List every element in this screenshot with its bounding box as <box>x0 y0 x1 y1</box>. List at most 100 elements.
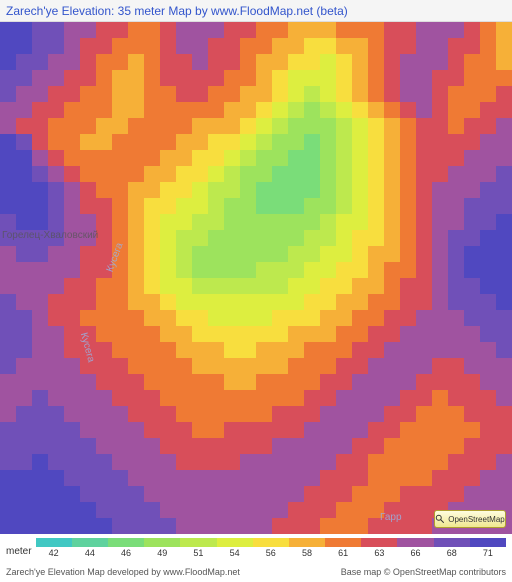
heatmap-cell <box>208 438 224 454</box>
heatmap-cell <box>400 518 416 534</box>
heatmap-cell <box>480 54 496 70</box>
heatmap-cell <box>208 22 224 38</box>
heatmap-cell <box>272 454 288 470</box>
heatmap-cell <box>256 54 272 70</box>
heatmap-cell <box>496 182 512 198</box>
heatmap-cell <box>16 70 32 86</box>
legend-entry: 42 <box>36 538 72 558</box>
heatmap-cell <box>32 230 48 246</box>
heatmap-cell <box>48 502 64 518</box>
heatmap-cell <box>432 374 448 390</box>
legend-tick: 54 <box>230 548 240 558</box>
heatmap-cell <box>80 406 96 422</box>
heatmap-cell <box>288 262 304 278</box>
heatmap-cell <box>128 102 144 118</box>
heatmap-cell <box>160 22 176 38</box>
heatmap-cell <box>320 422 336 438</box>
heatmap-cell <box>432 262 448 278</box>
heatmap-cell <box>112 182 128 198</box>
heatmap-cell <box>112 326 128 342</box>
heatmap-cell <box>416 150 432 166</box>
heatmap-cell <box>400 214 416 230</box>
heatmap-cell <box>496 246 512 262</box>
heatmap-cell <box>464 38 480 54</box>
heatmap-cell <box>304 406 320 422</box>
heatmap-cell <box>480 326 496 342</box>
heatmap-cell <box>272 230 288 246</box>
heatmap-cell <box>128 518 144 534</box>
heatmap-cell <box>192 102 208 118</box>
heatmap-cell <box>224 102 240 118</box>
heatmap-cell <box>304 102 320 118</box>
heatmap-cell <box>160 310 176 326</box>
heatmap-cell <box>128 246 144 262</box>
heatmap-cell <box>288 230 304 246</box>
heatmap-cell <box>112 262 128 278</box>
heatmap-cell <box>304 486 320 502</box>
heatmap-cell <box>96 102 112 118</box>
heatmap-cell <box>288 70 304 86</box>
heatmap-cell <box>144 86 160 102</box>
heatmap-cell <box>480 102 496 118</box>
heatmap-cell <box>304 54 320 70</box>
legend-swatch <box>108 538 144 547</box>
heatmap-cell <box>336 38 352 54</box>
heatmap-cell <box>64 198 80 214</box>
heatmap-cell <box>416 134 432 150</box>
heatmap-cell <box>480 134 496 150</box>
heatmap-cell <box>64 502 80 518</box>
heatmap-cell <box>304 38 320 54</box>
heatmap-cell <box>480 422 496 438</box>
heatmap-cell <box>240 278 256 294</box>
heatmap-cell <box>352 422 368 438</box>
heatmap-cell <box>96 342 112 358</box>
openstreetmap-badge[interactable]: OpenStreetMap <box>434 510 506 528</box>
elevation-legend: meter 42444649515456586163666871 <box>0 534 512 562</box>
heatmap-cell <box>352 118 368 134</box>
heatmap-cell <box>336 70 352 86</box>
heatmap-cell <box>336 198 352 214</box>
heatmap-cell <box>128 182 144 198</box>
heatmap-cell <box>64 342 80 358</box>
heatmap-cell <box>240 390 256 406</box>
heatmap-cell <box>352 22 368 38</box>
heatmap-cell <box>128 22 144 38</box>
heatmap-cell <box>368 502 384 518</box>
heatmap-cell <box>96 150 112 166</box>
legend-entry: 54 <box>217 538 253 558</box>
heatmap-cell <box>112 470 128 486</box>
heatmap-cell <box>368 214 384 230</box>
heatmap-cell <box>464 390 480 406</box>
heatmap-cell <box>176 70 192 86</box>
heatmap-cell <box>0 182 16 198</box>
heatmap-cell <box>224 358 240 374</box>
heatmap-cell <box>448 86 464 102</box>
heatmap-cell <box>240 22 256 38</box>
heatmap-cell <box>224 70 240 86</box>
heatmap-cell <box>208 518 224 534</box>
heatmap-cell <box>16 502 32 518</box>
heatmap-cell <box>144 102 160 118</box>
heatmap-cell <box>208 70 224 86</box>
heatmap-cell <box>336 22 352 38</box>
heatmap-cell <box>304 310 320 326</box>
heatmap-cell <box>0 326 16 342</box>
search-icon <box>435 514 445 524</box>
heatmap-cell <box>176 310 192 326</box>
heatmap-cell <box>400 342 416 358</box>
legend-entry: 68 <box>434 538 470 558</box>
heatmap-cell <box>384 326 400 342</box>
heatmap-cell <box>48 438 64 454</box>
heatmap-cell <box>256 358 272 374</box>
heatmap-cell <box>32 374 48 390</box>
heatmap-cell <box>480 198 496 214</box>
heatmap-cell <box>80 342 96 358</box>
heatmap-cell <box>304 150 320 166</box>
heatmap-cell <box>128 310 144 326</box>
heatmap-cell <box>48 390 64 406</box>
heatmap-cell <box>432 166 448 182</box>
heatmap-cell <box>272 246 288 262</box>
heatmap-cell <box>32 70 48 86</box>
heatmap-cell <box>464 262 480 278</box>
heatmap-cell <box>480 406 496 422</box>
